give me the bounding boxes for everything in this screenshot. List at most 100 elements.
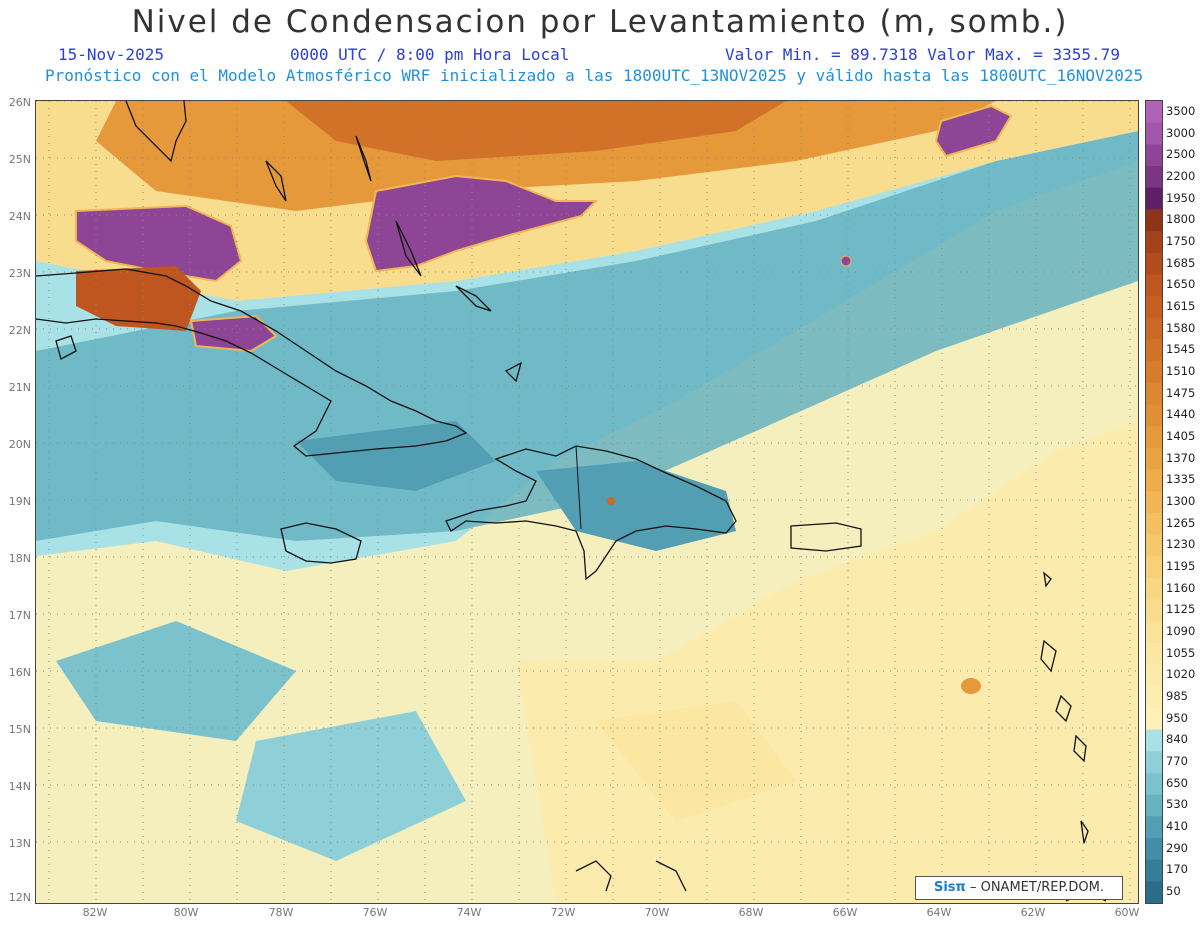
- lat-label-15n: 15N: [8, 723, 31, 736]
- colorbar-swatch-290: [1146, 837, 1162, 861]
- colorbar-swatch-1950: [1146, 187, 1162, 210]
- colorbar-swatch-985: [1146, 686, 1162, 709]
- lon-label-80w: 80W: [173, 906, 199, 919]
- colorbar-swatch-1230: [1146, 534, 1162, 557]
- colorbar-swatch-1615: [1146, 296, 1162, 319]
- colorbar-swatch-170: [1146, 859, 1162, 882]
- colorbar-swatch-1370: [1146, 447, 1162, 470]
- cuba-coastline: [36, 268, 468, 457]
- colorbar-label-50: 50: [1166, 884, 1181, 899]
- colorbar-label-530: 530: [1166, 797, 1188, 812]
- lcl-field-map: [36, 101, 1138, 903]
- martinique-coastline: [1055, 694, 1072, 723]
- lat-label-12n: 12N: [8, 891, 31, 904]
- colorbar-swatch-1580: [1146, 317, 1162, 340]
- colorbar-label-985: 985: [1166, 689, 1188, 704]
- lat-label-18n: 18N: [8, 552, 31, 565]
- colorbar-swatch-1335: [1146, 469, 1162, 492]
- south-america-coastline-2: [655, 860, 687, 892]
- lat-label-25n: 25N: [8, 153, 31, 166]
- colorbar-label-1580: 1580: [1166, 320, 1196, 335]
- lat-label-19n: 19N: [8, 495, 31, 508]
- bahamas-eleuthera-coastline: [355, 135, 372, 182]
- colorbar-swatch-1265: [1146, 512, 1162, 536]
- colorbar-label-1475: 1475: [1166, 385, 1196, 400]
- colorbar-label-1370: 1370: [1166, 450, 1196, 465]
- shade-purple-patch-4: [934, 104, 1013, 158]
- hispaniola-coastline: [445, 445, 737, 581]
- colorbar-swatch-1545: [1146, 339, 1162, 362]
- colorbar-label-1160: 1160: [1166, 580, 1196, 595]
- colorbar-label-410: 410: [1166, 819, 1188, 834]
- colorbar-swatch-2500: [1146, 144, 1162, 167]
- chart-title: Nivel de Condensacion por Levantamiento …: [131, 4, 1069, 40]
- bahamas-island-coastline: [455, 285, 492, 312]
- colorbar-label-1750: 1750: [1166, 233, 1196, 248]
- colorbar-label-1650: 1650: [1166, 277, 1196, 292]
- colorbar-label-1020: 1020: [1166, 667, 1196, 682]
- colorbar-label-950: 950: [1166, 710, 1188, 725]
- lat-label-20n: 20N: [8, 438, 31, 451]
- shade-teal-band: [36, 131, 1138, 541]
- sispi-logo: Sisπ: [933, 880, 966, 895]
- shade-purple-dot: [840, 255, 852, 267]
- lat-label-24n: 24N: [8, 210, 31, 223]
- bahamas-exuma-coastline: [395, 220, 422, 277]
- colorbar-swatch-770: [1146, 751, 1162, 774]
- lon-label-78w: 78W: [268, 906, 294, 919]
- lon-label-72w: 72W: [550, 906, 576, 919]
- colorbar-swatch-1650: [1146, 274, 1162, 297]
- shade-blotch-3: [596, 701, 796, 821]
- colorbar-swatch-1750: [1146, 231, 1162, 254]
- lon-label-68w: 68W: [738, 906, 764, 919]
- colorbar-label-770: 770: [1166, 754, 1188, 769]
- colorbar-swatch-1125: [1146, 599, 1162, 622]
- colorbar-swatch-1800: [1146, 209, 1162, 232]
- inagua-coastline: [504, 361, 523, 383]
- colorbar-label-1055: 1055: [1166, 645, 1196, 660]
- colorbar-label-2200: 2200: [1166, 168, 1196, 183]
- shade-purple-patch-1: [364, 174, 599, 273]
- lat-label-14n: 14N: [8, 780, 31, 793]
- colorbar-label-170: 170: [1166, 862, 1188, 877]
- colorbar-label-650: 650: [1166, 775, 1188, 790]
- shade-blotch-1: [56, 621, 296, 741]
- colorbar-label-1230: 1230: [1166, 537, 1196, 552]
- min-max-values: Valor Min. = 89.7318 Valor Max. = 3355.7…: [725, 45, 1120, 64]
- colorbar-swatch-530: [1146, 794, 1162, 817]
- lat-label-17n: 17N: [8, 609, 31, 622]
- shade-top-dark-orange: [286, 101, 786, 161]
- shade-orange-spot-2: [607, 497, 615, 505]
- lat-label-21n: 21N: [8, 381, 31, 394]
- shade-purple-patch-3: [189, 314, 278, 353]
- lat-label-23n: 23N: [8, 267, 31, 280]
- lon-label-82w: 82W: [82, 906, 108, 919]
- lat-label-16n: 16N: [8, 666, 31, 679]
- florida-coastline: [125, 101, 187, 163]
- lon-label-64w: 64W: [926, 906, 952, 919]
- colorbar-swatch-1685: [1146, 252, 1162, 275]
- forecast-date: 15-Nov-2025: [58, 45, 164, 64]
- jamaica-coastline: [280, 522, 362, 564]
- colorbar-swatch-1160: [1146, 577, 1162, 601]
- lon-label-60w: 60W: [1114, 906, 1140, 919]
- colorbar-swatch-1440: [1146, 404, 1162, 427]
- haiti-dr-border: [575, 445, 582, 530]
- lon-label-62w: 62W: [1020, 906, 1046, 919]
- shade-cuba-teal: [296, 421, 496, 491]
- shade-blotch-2: [236, 711, 466, 861]
- colorbar-label-1615: 1615: [1166, 298, 1196, 313]
- colorbar-label-1950: 1950: [1166, 190, 1196, 205]
- colorbar-label-1800: 1800: [1166, 212, 1196, 227]
- bahamas-andros-coastline: [265, 160, 287, 202]
- puerto-rico-coastline: [790, 522, 862, 552]
- colorbar-label-1300: 1300: [1166, 494, 1196, 508]
- colorbar-swatch-2200: [1146, 166, 1162, 189]
- colorbar-label-1510: 1510: [1166, 363, 1196, 378]
- colorbar-swatch-3500: [1146, 101, 1162, 124]
- colorbar-swatch-1195: [1146, 556, 1162, 579]
- shade-purple-patch-2: [75, 204, 243, 283]
- colorbar-swatch-1090: [1146, 621, 1162, 644]
- colorbar-label-1335: 1335: [1166, 472, 1196, 487]
- colorbar-swatch-950: [1146, 707, 1162, 731]
